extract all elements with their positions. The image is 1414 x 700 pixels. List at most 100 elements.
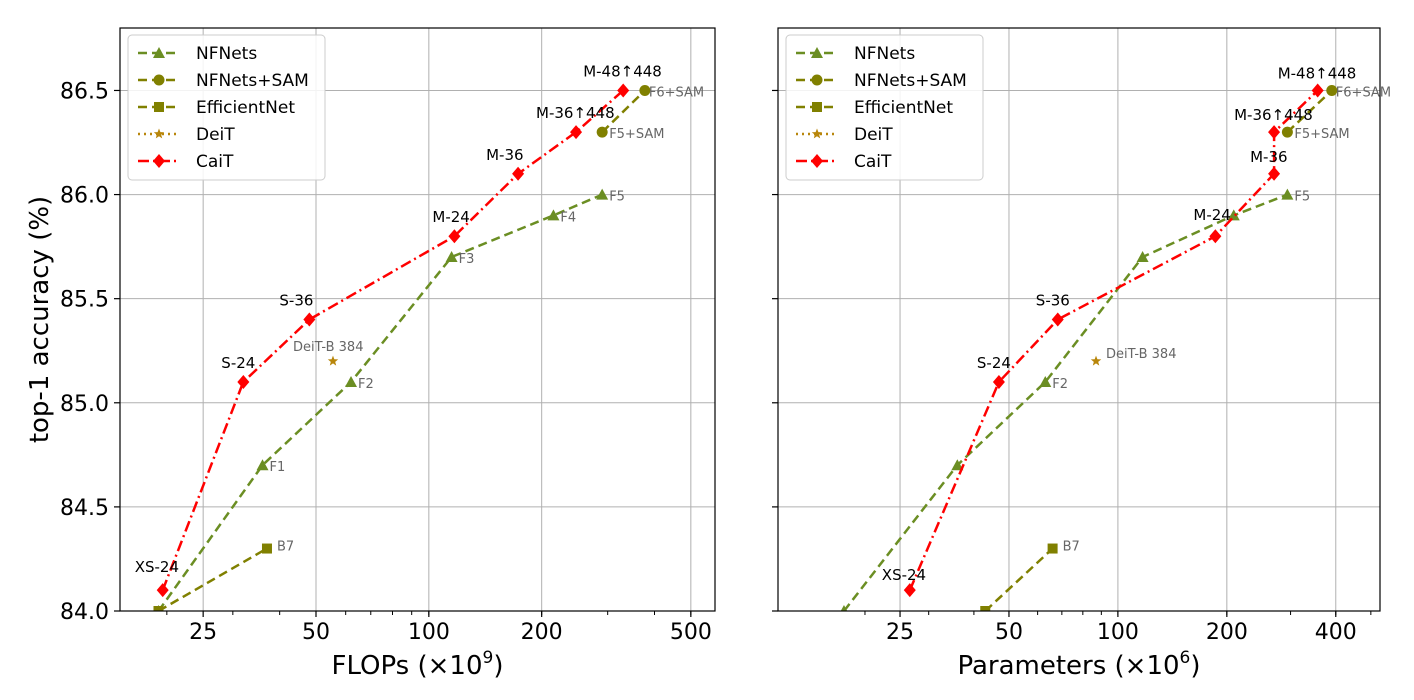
point-label-m-36: M-36: [1250, 148, 1287, 166]
point-label-f5-sam: F5+SAM: [609, 127, 664, 142]
data-point-cait: [156, 583, 169, 598]
legend-label: CaiT: [196, 152, 234, 172]
x-tick-label: 200: [1206, 620, 1248, 645]
legend-marker: [153, 74, 165, 86]
point-label-xs-24: XS-24: [135, 558, 179, 576]
series-nfnets: [840, 188, 1294, 611]
series-line-nfnets-sam: [601, 89, 646, 133]
legend-label: CaiT: [854, 152, 892, 172]
data-point-nfnets: [951, 459, 964, 471]
legend-label: EfficientNet: [196, 98, 295, 118]
data-point-nfnets: [1227, 209, 1240, 221]
data-point-cait: [237, 374, 250, 389]
data-point-nfnets: [256, 459, 269, 471]
point-label-m-24: M-24: [1193, 206, 1230, 224]
legend-entry-deit: DeiT: [796, 125, 893, 145]
legend-box: [127, 34, 326, 181]
point-label-f5: F5: [1294, 190, 1310, 205]
data-point-cait: [617, 83, 630, 98]
y-tick-label: 86.0: [60, 184, 109, 209]
x-tick-label: 25: [886, 620, 914, 645]
legend-entry-efficientnet: EfficientNet: [138, 98, 295, 118]
point-label-f5: F5: [609, 190, 625, 205]
legend-marker: [811, 128, 823, 139]
legend-marker: [153, 128, 165, 139]
x-tick-label: 25: [189, 620, 217, 645]
series-cait: [156, 83, 630, 598]
data-point-nfnets-sam: [1281, 126, 1293, 138]
point-label-s-24: S-24: [221, 354, 255, 372]
y-axis-title: top-1 accuracy (%): [25, 196, 55, 443]
legend-label: NFNets: [196, 44, 257, 64]
data-point-efficientnet: [1047, 543, 1058, 554]
data-point-cait: [303, 312, 316, 327]
legend-entry-nfnets-sam: NFNets+SAM: [138, 71, 309, 91]
point-label-m-36: M-36: [486, 146, 523, 164]
x-axis-title: FLOPs (×109): [331, 648, 503, 681]
x-tick-label: 50: [302, 620, 330, 645]
legend-label: EfficientNet: [854, 98, 953, 118]
x-tick-label: 500: [670, 620, 712, 645]
data-point-efficientnet: [261, 543, 272, 554]
legend-marker: [811, 154, 823, 168]
data-point-nfnets: [445, 251, 458, 263]
point-label-s-36: S-36: [1036, 292, 1070, 310]
point-label-b7: B7: [1063, 540, 1080, 555]
series-line-nfnets: [157, 193, 603, 611]
legend-entry-efficientnet: EfficientNet: [796, 98, 953, 118]
data-point-deit: [327, 355, 339, 366]
series-cait: [903, 83, 1324, 598]
ticks: 25 50 100 200 500 84.0 84.5 85.0 85.5 86.0 86.5: [60, 79, 712, 645]
x-tick-label: 200: [521, 620, 563, 645]
point-label-deit-b-384: DeiT-B 384: [293, 340, 363, 355]
flops-chart-panel: F1 F2 F3 F4 F5 F5+SAM F6+SAM B7 DeiT-B 384 XS-24 S…: [25, 27, 716, 681]
point-labels: F1 F2 F3 F4 F5 F5+SAM F6+SAM B7 DeiT-B 384 XS-24 S…: [135, 63, 704, 577]
point-label-f2: F2: [1052, 377, 1068, 392]
x-minor-ticks: [166, 611, 692, 615]
data-point-cait: [448, 229, 461, 244]
legend-entry-nfnets: NFNets: [138, 44, 257, 64]
data-point-cait: [512, 166, 525, 181]
series-line-nfnets: [843, 193, 1288, 611]
legend-entry-cait: CaiT: [138, 152, 234, 172]
params-chart-panel: F2 F5 F5+SAM F6+SAM B7 DeiT-B 384 XS-24 S-24 S-3…: [772, 27, 1391, 681]
axes-frame: [119, 27, 716, 612]
data-point-cait: [1268, 125, 1281, 140]
data-point-efficientnet: [153, 606, 164, 611]
point-label-f4: F4: [560, 210, 576, 225]
data-point-cait: [1209, 229, 1222, 244]
point-label-f5-sam: F5+SAM: [1294, 127, 1349, 142]
data-point-cait: [1268, 166, 1281, 181]
legend-marker: [811, 47, 823, 58]
legend-box: [785, 34, 984, 181]
point-labels: F2 F5 F5+SAM F6+SAM B7 DeiT-B 384 XS-24 S-24 S-3…: [882, 65, 1391, 585]
series-deit: [1090, 355, 1102, 366]
point-label-m-48-448: M-48↑448: [583, 63, 662, 81]
point-label-f1: F1: [270, 460, 286, 475]
x-tick-label: 100: [1097, 620, 1139, 645]
data-point-cait: [570, 125, 583, 140]
data-point-nfnets: [547, 209, 560, 221]
data-point-deit: [1090, 355, 1102, 366]
data-point-nfnets: [1039, 375, 1052, 387]
legend-marker: [153, 154, 165, 168]
x-tick-label: 400: [1315, 620, 1357, 645]
legend-entry-cait: CaiT: [796, 152, 892, 172]
series-layer: [840, 83, 1338, 611]
ticks: 25 50 100 200 400: [772, 89, 1357, 645]
data-point-nfnets: [596, 188, 609, 200]
data-point-cait: [1051, 312, 1064, 327]
point-label-m-24: M-24: [432, 208, 469, 226]
point-label-f3: F3: [459, 252, 475, 267]
legend-label: NFNets+SAM: [196, 71, 309, 91]
series-efficientnet: [153, 543, 272, 611]
y-tick-label: 84.5: [60, 496, 109, 521]
series-nfnets-sam: [596, 84, 651, 138]
data-point-cait: [992, 374, 1005, 389]
point-label-f6-sam: F6+SAM: [1336, 86, 1391, 101]
point-label-deit-b-384: DeiT-B 384: [1106, 347, 1176, 362]
legend-entry-deit: DeiT: [138, 125, 235, 145]
legend-marker: [812, 102, 822, 112]
legend-label: DeiT: [196, 125, 235, 145]
